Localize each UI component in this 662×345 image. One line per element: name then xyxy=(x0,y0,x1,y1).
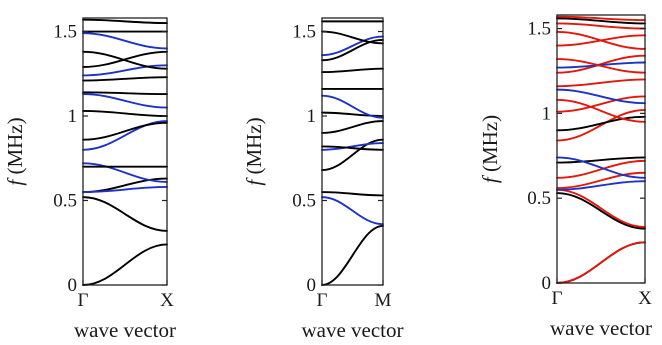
plot-frame xyxy=(321,17,384,286)
y-tick-label: 0 xyxy=(68,275,78,296)
x-tick-label: M xyxy=(375,290,392,311)
band-curve xyxy=(556,95,646,113)
y-tick-label: 0.5 xyxy=(292,191,316,212)
band-curve xyxy=(321,35,384,57)
band-curve xyxy=(82,50,168,70)
band-curve xyxy=(321,120,384,134)
y-tick-label: 0.5 xyxy=(53,191,77,212)
y-tick-label: 1 xyxy=(307,106,317,127)
band-curve xyxy=(82,109,168,117)
y-axis-label: f (MHz) xyxy=(242,117,266,185)
y-tick-label: 0 xyxy=(542,273,552,294)
band-curve xyxy=(556,241,646,284)
band-curve xyxy=(82,91,168,95)
x-axis-label: wave vector xyxy=(74,318,176,342)
band-curve xyxy=(82,162,168,183)
band-curve xyxy=(321,30,384,45)
band-curve xyxy=(82,121,168,141)
band-curve xyxy=(556,15,646,22)
band-curve xyxy=(556,88,646,105)
band-curve xyxy=(556,58,646,74)
band-curve xyxy=(82,196,168,232)
band-curve xyxy=(321,138,384,172)
band-curve xyxy=(556,22,646,30)
band-curve xyxy=(82,76,168,82)
y-tick-label: 1.5 xyxy=(292,22,316,43)
band-curve xyxy=(556,109,646,142)
x-axis-label: wave vector xyxy=(301,318,403,342)
y-tick-label: 1 xyxy=(542,103,552,124)
band-curve xyxy=(82,32,168,50)
band-curve xyxy=(321,111,384,117)
band-curve xyxy=(556,159,646,179)
band-curve xyxy=(321,39,384,62)
band-curve xyxy=(556,115,646,132)
y-tick-label: 0.5 xyxy=(527,188,551,209)
y-tick-label: 1 xyxy=(68,106,78,127)
band-curve xyxy=(321,191,384,197)
y-tick-label: 1.5 xyxy=(53,22,77,43)
x-tick-label: Γ xyxy=(552,288,563,309)
y-axis-label: f (MHz) xyxy=(3,117,27,185)
band-curve xyxy=(82,243,168,286)
band-curve xyxy=(556,156,646,164)
plot-frame xyxy=(556,14,646,284)
band-curve xyxy=(321,94,384,119)
band-curve xyxy=(556,31,646,50)
band-curve xyxy=(556,171,646,189)
band-curve xyxy=(556,78,646,88)
band-curve xyxy=(321,142,384,151)
band-curve xyxy=(556,188,646,228)
band-curve xyxy=(321,196,384,226)
band-curve xyxy=(321,145,384,151)
band-curve xyxy=(82,120,168,151)
x-axis-label: wave vector xyxy=(550,316,652,340)
x-tick-label: X xyxy=(160,290,174,311)
x-tick-label: Γ xyxy=(317,290,328,311)
y-tick-label: 1.5 xyxy=(527,19,551,40)
band-curve xyxy=(321,224,384,286)
y-axis-label: f (MHz) xyxy=(478,115,502,183)
band-curve xyxy=(556,98,646,123)
band-curve xyxy=(556,180,646,191)
band-curve xyxy=(556,192,646,230)
band-curve xyxy=(82,18,168,25)
band-curve xyxy=(82,64,168,77)
plot-frame xyxy=(82,17,168,286)
band-curve xyxy=(82,93,168,109)
band-curve xyxy=(82,186,168,194)
band-curve xyxy=(321,67,384,74)
y-tick-label: 0 xyxy=(307,275,317,296)
band-curve xyxy=(556,17,646,25)
band-curve xyxy=(556,156,646,179)
x-tick-label: Γ xyxy=(78,290,89,311)
x-tick-label: X xyxy=(638,288,652,309)
